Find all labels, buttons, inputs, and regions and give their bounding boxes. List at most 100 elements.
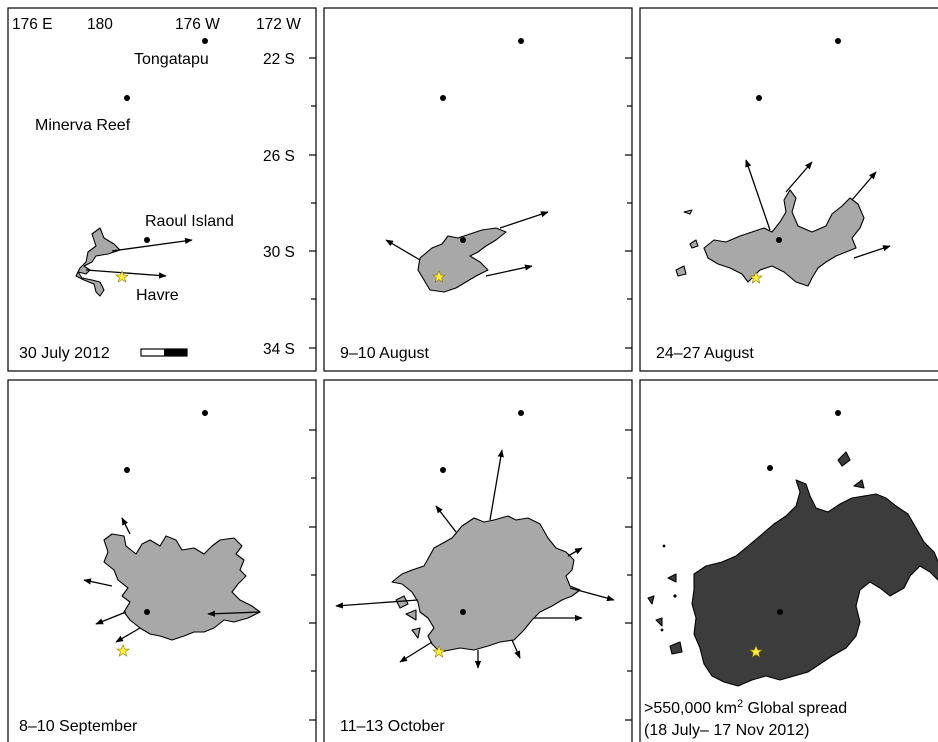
panel-9-10-august: 9–10 August bbox=[323, 7, 633, 372]
drift-arrow bbox=[745, 159, 771, 231]
drift-arrow bbox=[489, 449, 504, 521]
drift-arrow bbox=[435, 505, 457, 533]
pumice-patch bbox=[853, 479, 865, 489]
lon-label-176w: 176 W bbox=[175, 16, 220, 33]
havre-star-icon bbox=[432, 270, 446, 283]
pumice-patch bbox=[405, 609, 417, 621]
tongatapu-label: Tongatapu bbox=[134, 51, 209, 68]
drift-arrow bbox=[499, 211, 549, 229]
drift-arrow bbox=[335, 599, 419, 609]
pumice-patch bbox=[683, 209, 693, 215]
raoul-island-dot-icon bbox=[776, 237, 782, 243]
drift-arrow bbox=[485, 264, 533, 277]
tongatapu-dot-icon bbox=[518, 410, 524, 416]
panel-11-13-october: 11–13 October bbox=[323, 379, 633, 742]
panel-30-july: 176 E 180 176 W 172 W 22 S 26 S 30 S 34 … bbox=[7, 7, 317, 372]
havre-star-icon bbox=[116, 644, 130, 657]
panel-frame bbox=[639, 379, 938, 742]
drift-arrow bbox=[399, 641, 433, 663]
pumice-patch bbox=[647, 595, 655, 605]
drift-arrow bbox=[83, 578, 113, 587]
minerva-reef-dot-icon bbox=[767, 465, 773, 471]
pumice-speck bbox=[660, 628, 664, 632]
minerva-reef-dot-icon bbox=[124, 467, 130, 473]
panel-8-10-september: 8–10 September bbox=[7, 379, 317, 742]
lat-label-34s: 34 S bbox=[263, 341, 295, 358]
drift-arrow bbox=[115, 627, 141, 643]
panel-24-27-august: 24–27 August bbox=[639, 7, 938, 372]
raoul-island-dot-icon bbox=[144, 609, 150, 615]
pumice-patch bbox=[395, 595, 409, 609]
tongatapu-dot-icon bbox=[835, 38, 841, 44]
drift-arrow bbox=[785, 161, 813, 193]
minerva-reef-dot-icon bbox=[440, 467, 446, 473]
lat-label-22s: 22 S bbox=[263, 51, 295, 68]
lat-ticks bbox=[309, 429, 316, 721]
panel-caption-line2: (18 July– 17 Nov 2012) bbox=[644, 722, 809, 739]
lon-label-180: 180 bbox=[87, 16, 113, 33]
pumice-patch bbox=[667, 573, 677, 583]
panel-frame bbox=[323, 379, 633, 742]
havre-star-icon bbox=[432, 645, 446, 658]
raoul-island-label: Raoul Island bbox=[145, 213, 234, 230]
panel-frame bbox=[7, 7, 317, 372]
panel-frame bbox=[639, 7, 938, 372]
lat-ticks bbox=[309, 57, 316, 349]
raoul-island-dot-icon bbox=[144, 237, 150, 243]
lat-ticks bbox=[625, 429, 632, 721]
drift-arrow bbox=[569, 587, 615, 602]
pumice-raft-shape bbox=[103, 533, 261, 641]
raoul-island-dot-icon bbox=[460, 609, 466, 615]
lat-ticks bbox=[625, 57, 632, 349]
lon-label-176e: 176 E bbox=[12, 16, 53, 33]
lat-label-26s: 26 S bbox=[263, 148, 295, 165]
havre-star-icon bbox=[749, 271, 763, 284]
pumice-raft-shape bbox=[75, 227, 121, 297]
minerva-reef-dot-icon bbox=[756, 95, 762, 101]
panel-frame bbox=[323, 7, 633, 372]
raoul-island-dot-icon bbox=[777, 609, 783, 615]
panel-frame bbox=[7, 379, 317, 742]
pumice-patch bbox=[411, 627, 421, 639]
drift-arrow bbox=[207, 610, 261, 617]
tongatapu-dot-icon bbox=[202, 38, 208, 44]
raoul-island-dot-icon bbox=[460, 237, 466, 243]
pumice-speck bbox=[662, 544, 666, 548]
minerva-reef-label: Minerva Reef bbox=[35, 117, 131, 134]
lat-label-30s: 30 S bbox=[263, 244, 295, 261]
tongatapu-dot-icon bbox=[202, 410, 208, 416]
panel-date: 24–27 August bbox=[656, 345, 754, 362]
tongatapu-dot-icon bbox=[835, 410, 841, 416]
havre-label: Havre bbox=[136, 287, 179, 304]
drift-arrow bbox=[95, 611, 127, 625]
pumice-speck bbox=[673, 594, 677, 598]
tongatapu-dot-icon bbox=[518, 38, 524, 44]
pumice-patch bbox=[689, 239, 699, 249]
minerva-reef-dot-icon bbox=[124, 95, 130, 101]
drift-arrow bbox=[121, 517, 131, 535]
drift-arrow bbox=[111, 237, 193, 252]
scale-bar-icon bbox=[140, 348, 188, 357]
drift-arrow bbox=[851, 171, 877, 201]
drift-arrow bbox=[567, 547, 583, 557]
panel-date: 9–10 August bbox=[340, 345, 430, 362]
drift-arrow bbox=[85, 269, 167, 279]
panel-global-spread: >550,000 km2 Global spread (18 July– 17 … bbox=[639, 379, 938, 742]
pumice-raft-shape bbox=[703, 189, 865, 287]
drift-arrow bbox=[385, 239, 421, 261]
global-spread-shape bbox=[691, 479, 938, 687]
pumice-patch bbox=[837, 451, 851, 467]
panel-caption-line1: >550,000 km2 Global spread bbox=[644, 698, 847, 717]
pumice-patch bbox=[675, 265, 687, 277]
pumice-raft-shape bbox=[391, 515, 581, 653]
havre-star-icon bbox=[749, 645, 763, 658]
panel-date: 8–10 September bbox=[19, 718, 138, 735]
pumice-patch bbox=[655, 617, 663, 627]
havre-star-icon bbox=[115, 270, 129, 283]
drift-arrow bbox=[511, 639, 521, 659]
drift-arrow bbox=[853, 245, 891, 259]
pumice-patch bbox=[669, 641, 683, 655]
panel-date: 11–13 October bbox=[340, 718, 445, 735]
panel-date: 30 July 2012 bbox=[19, 345, 110, 362]
